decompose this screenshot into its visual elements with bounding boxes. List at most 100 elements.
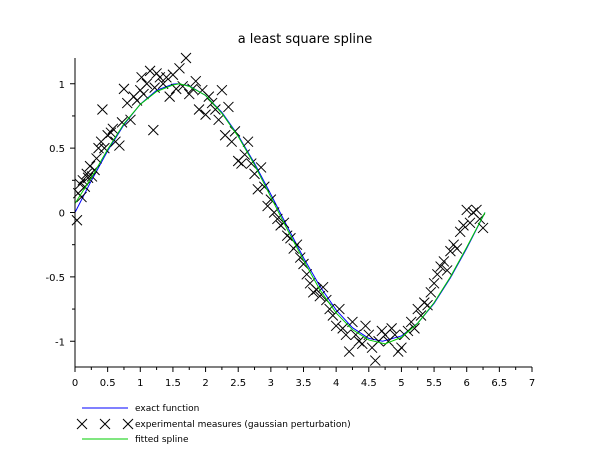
data-point: [324, 303, 335, 315]
data-point: [445, 245, 456, 257]
data-point: [97, 104, 108, 115]
data-point: [301, 268, 313, 280]
x-tick-label: 0.5: [100, 378, 116, 389]
x-tick-label: 6.5: [491, 378, 507, 389]
data-point: [93, 142, 104, 154]
data-point: [187, 83, 198, 95]
data-point: [84, 160, 96, 172]
data-point: [203, 91, 215, 102]
data-point: [77, 174, 89, 186]
data-point: [425, 286, 437, 298]
data-point: [343, 346, 355, 357]
data-point: [239, 149, 251, 160]
data-point: [213, 114, 224, 126]
series-line-0: [74, 83, 486, 342]
data-point: [471, 204, 482, 216]
series-layer: [71, 52, 489, 366]
data-point: [314, 290, 326, 302]
axes-layer: 0 0.5 1 1.5 2 2.5 3 3.5 4 4.5 5 5.5 6 6.5 7 -1 -0.5 0 0.5 1: [45, 58, 535, 389]
x-tick-label: 4.5: [361, 378, 377, 389]
data-point: [174, 62, 185, 74]
data-point: [451, 243, 463, 254]
x-tick-label: 1.5: [165, 378, 181, 389]
data-point: [141, 78, 153, 90]
data-point: [415, 310, 427, 321]
data-point: [477, 222, 489, 234]
data-point: [76, 191, 87, 203]
data-point: [91, 153, 102, 164]
data-point: [330, 320, 342, 332]
legend-marker: [99, 418, 111, 430]
data-point: [245, 158, 257, 169]
data-point: [114, 140, 125, 151]
y-tick-label: 1: [59, 80, 65, 91]
data-point: [298, 258, 309, 270]
data-point: [356, 338, 368, 350]
data-point: [144, 65, 156, 77]
data-point: [180, 52, 192, 64]
series-line-2: [74, 83, 486, 345]
data-point: [223, 101, 234, 113]
scatter-series-1: [71, 52, 489, 366]
y-tick-label: -1: [55, 337, 65, 348]
data-point: [428, 277, 440, 289]
data-point: [242, 136, 254, 148]
x-tick-label: 0: [72, 378, 78, 389]
data-point: [461, 204, 473, 216]
data-point: [340, 329, 352, 341]
data-point: [82, 172, 94, 184]
data-point: [161, 71, 172, 83]
data-point: [190, 75, 202, 87]
data-point: [441, 265, 453, 276]
x-tick-label: 1: [137, 378, 143, 389]
x-tick-label: 2: [202, 378, 208, 389]
data-point: [99, 142, 110, 154]
data-point: [226, 136, 238, 148]
data-point: [138, 88, 149, 100]
data-point: [164, 91, 176, 102]
data-point: [396, 342, 407, 354]
legend-label-1: experimental measures (gaussian perturba…: [135, 420, 351, 430]
data-point: [193, 104, 205, 115]
data-point: [81, 168, 93, 180]
data-point: [422, 299, 433, 311]
data-point: [125, 114, 136, 126]
x-tick-label: 5: [398, 378, 404, 389]
data-point: [236, 158, 247, 169]
legend: exact function experimental measures (gau…: [76, 404, 351, 445]
data-point: [252, 183, 264, 195]
data-point: [386, 323, 397, 334]
data-point: [210, 104, 221, 115]
data-point: [464, 217, 476, 229]
data-point: [147, 124, 159, 136]
data-point: [360, 320, 371, 332]
data-point: [216, 84, 228, 96]
y-tick-label: 0: [59, 209, 65, 220]
data-point: [118, 83, 130, 95]
y-tick-label: 0.5: [49, 144, 65, 155]
y-tick-label: -0.5: [45, 273, 65, 284]
data-point: [438, 256, 450, 267]
x-tick-label: 2.5: [230, 378, 246, 389]
x-tick-label: 6: [464, 378, 470, 389]
data-point: [409, 323, 420, 334]
data-point: [136, 71, 147, 83]
data-point: [105, 127, 117, 139]
legend-marker: [76, 418, 88, 430]
x-tick-label: 4: [333, 378, 339, 389]
data-point: [183, 88, 195, 100]
x-tick-label: 3.5: [296, 378, 312, 389]
x-tick-label: 7: [529, 378, 535, 389]
legend-swatch-1: [76, 418, 134, 430]
data-point: [71, 214, 83, 226]
data-point: [405, 316, 417, 328]
data-point: [350, 329, 362, 341]
data-point: [458, 220, 469, 231]
data-point: [454, 226, 466, 238]
chart-title: a least square spline: [238, 32, 373, 47]
x-tick-label: 5.5: [426, 378, 442, 389]
data-point: [431, 268, 443, 280]
data-point: [369, 355, 381, 366]
data-point: [116, 117, 128, 128]
